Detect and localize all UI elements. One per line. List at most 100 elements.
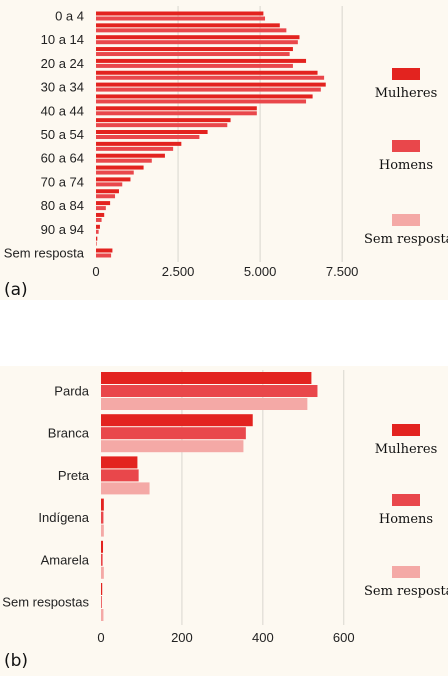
bar [96,106,257,111]
bar [96,182,123,187]
x-tick-label: 600 [333,630,355,645]
bar [96,75,325,80]
y-tick-label: 60 a 64 [41,151,84,166]
bar [96,236,98,241]
bar [96,146,174,151]
bar [96,241,97,246]
y-tick-label: Amarela [41,552,90,567]
bar [101,385,318,397]
y-tick-label: 50 a 54 [41,127,84,142]
bar [96,11,264,16]
panel-label-b: (b) [4,651,29,671]
bar [101,440,244,453]
legend-b-sem-resposta: Sem resposta [364,566,448,599]
bar [96,94,313,99]
bar [96,189,119,194]
bar [96,158,152,163]
bar [96,123,228,128]
legend-b-homens: Homens [364,494,448,527]
bar [101,583,103,595]
bar [96,35,300,40]
y-tick-label: 80 a 84 [41,198,84,213]
y-tick-label: Sem resposta [4,246,85,261]
bar [101,596,102,608]
x-tick-label: 5.000 [244,264,277,279]
bar [96,23,280,28]
bar [96,47,293,52]
bar [96,177,131,182]
bar [96,170,134,175]
bar [96,135,200,139]
bar [96,248,113,253]
bar [96,141,182,146]
bar [96,217,102,222]
legend-swatch [392,494,420,506]
y-tick-label: Branca [48,426,90,441]
bar [101,498,104,511]
bar [101,566,104,579]
x-tick-label: 0 [92,264,99,279]
bar [96,212,105,217]
legend-label: Homens [378,512,434,527]
bar [101,469,139,482]
legend-a-mulheres: Mulheres [364,68,448,101]
bar [96,87,321,92]
bar [96,99,307,104]
bar [96,70,318,75]
legend-label: Mulheres [374,86,438,101]
bar [101,540,104,553]
bar [101,609,104,621]
x-tick-label: 400 [252,630,274,645]
y-tick-label: 0 a 4 [55,9,84,24]
bar [96,52,290,57]
bar [101,427,246,440]
panel-label-a: (a) [4,280,28,300]
bar [101,553,103,566]
y-tick-label: Preta [58,468,90,483]
bar [96,40,298,45]
legend-a-sem-resposta: Sem resposta [364,214,448,247]
bar [96,153,165,158]
legend-b-mulheres: Mulheres [364,424,448,457]
legend-swatch [392,424,420,436]
bar [96,118,231,123]
bar [96,58,307,63]
bar [96,206,106,211]
x-tick-label: 200 [171,630,193,645]
bar [96,130,208,134]
x-tick-label: 7.500 [326,264,359,279]
legend-a-homens: Homens [364,140,448,173]
y-tick-label: 40 a 44 [41,103,84,118]
bar [96,201,111,206]
bar [101,414,253,427]
legend-label: Sem resposta [364,232,448,247]
legend-swatch [392,214,420,226]
x-tick-label: 0 [97,630,104,645]
bar [96,224,100,229]
legend-label: Sem resposta [364,584,448,599]
bar [96,194,116,199]
x-tick-label: 2.500 [162,264,195,279]
bar [101,372,312,384]
bar [96,16,266,21]
y-tick-label: 70 a 74 [41,174,84,189]
bar [96,165,144,170]
bar [96,253,112,258]
legend-swatch [392,140,420,152]
y-tick-label: Indígena [38,510,89,525]
bar [96,28,287,33]
y-tick-label: 90 a 94 [41,222,84,237]
chart-a: 0 2.500 5.000 7.500 0 a 4 10 a 14 20 a 24 30 a … [4,6,359,279]
bar [96,82,326,87]
bar [101,398,308,410]
y-tick-label: 20 a 24 [41,56,84,71]
legend-swatch [392,68,420,80]
bar [96,63,293,68]
y-tick-label: Sem respostas [2,595,89,610]
bar [101,511,104,524]
bar [101,482,150,495]
y-tick-label: 10 a 14 [41,32,84,47]
legend-swatch [392,566,420,578]
legend-label: Mulheres [374,442,438,457]
